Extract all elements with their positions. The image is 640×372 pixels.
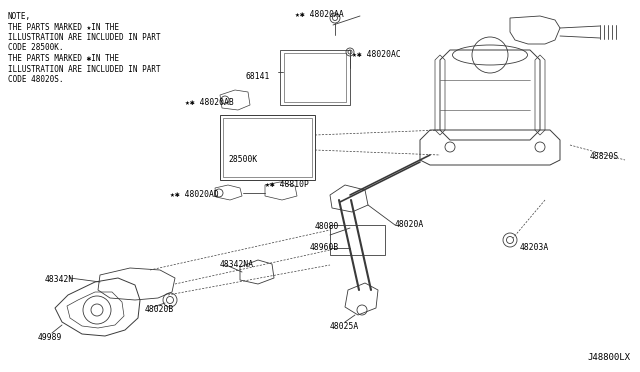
Text: 68141: 68141 bbox=[245, 72, 269, 81]
Bar bbox=[284, 53, 346, 102]
Text: CODE 48020S.: CODE 48020S. bbox=[8, 75, 63, 84]
Text: 48080: 48080 bbox=[315, 222, 339, 231]
Text: CODE 28500K.: CODE 28500K. bbox=[8, 44, 63, 52]
Text: 48820S: 48820S bbox=[590, 152, 620, 161]
Text: THE PARTS MARKED ✱IN THE: THE PARTS MARKED ✱IN THE bbox=[8, 54, 119, 63]
Bar bbox=[223, 118, 312, 177]
Text: 48342NA: 48342NA bbox=[220, 260, 254, 269]
Text: ILLUSTRATION ARE INCLUDED IN PART: ILLUSTRATION ARE INCLUDED IN PART bbox=[8, 64, 161, 74]
Text: J48800LX: J48800LX bbox=[587, 353, 630, 362]
Text: ★✱ 48020AC: ★✱ 48020AC bbox=[352, 50, 401, 59]
Text: 48342N: 48342N bbox=[45, 275, 74, 284]
Text: 48020A: 48020A bbox=[395, 220, 424, 229]
Text: 48960B: 48960B bbox=[310, 243, 339, 252]
Text: ★✱ 48020AB: ★✱ 48020AB bbox=[185, 98, 234, 107]
Text: ILLUSTRATION ARE INCLUDED IN PART: ILLUSTRATION ARE INCLUDED IN PART bbox=[8, 33, 161, 42]
Text: NOTE,: NOTE, bbox=[8, 12, 31, 21]
Text: 48025A: 48025A bbox=[330, 322, 359, 331]
Text: 48203A: 48203A bbox=[520, 243, 549, 252]
Bar bbox=[220, 115, 315, 180]
Text: 28500K: 28500K bbox=[228, 155, 257, 164]
Bar bbox=[330, 225, 385, 255]
Text: ★✱ 48020AD: ★✱ 48020AD bbox=[170, 190, 219, 199]
Text: ★✱ 48020AA: ★✱ 48020AA bbox=[295, 10, 344, 19]
Bar bbox=[280, 50, 350, 105]
Text: 49989: 49989 bbox=[38, 333, 62, 342]
Text: 48020B: 48020B bbox=[145, 305, 174, 314]
Text: ★✱ 48810P: ★✱ 48810P bbox=[265, 180, 309, 189]
Text: THE PARTS MARKED ★IN THE: THE PARTS MARKED ★IN THE bbox=[8, 22, 119, 32]
